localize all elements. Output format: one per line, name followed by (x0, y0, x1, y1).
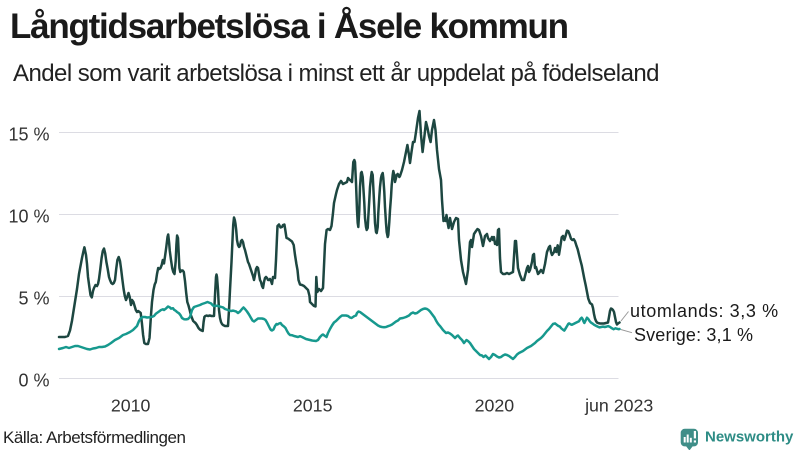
svg-text:Andel som varit arbetslösa i m: Andel som varit arbetslösa i minst ett å… (13, 60, 659, 87)
svg-text:2020: 2020 (475, 396, 515, 416)
svg-text:0 %: 0 % (18, 371, 49, 391)
svg-text:utomlands: 3,3 %: utomlands: 3,3 % (630, 301, 779, 321)
svg-text:Källa: Arbetsförmedlingen: Källa: Arbetsförmedlingen (3, 428, 185, 447)
svg-text:2015: 2015 (293, 396, 333, 416)
svg-text:Långtidsarbetslösa i Åsele kom: Långtidsarbetslösa i Åsele kommun (10, 6, 568, 46)
svg-text:10 %: 10 % (8, 207, 49, 227)
svg-text:jun 2023: jun 2023 (584, 396, 653, 416)
svg-text:2010: 2010 (111, 396, 151, 416)
svg-text:15 %: 15 % (8, 125, 49, 145)
svg-text:Newsworthy: Newsworthy (705, 429, 794, 446)
svg-text:5 %: 5 % (18, 289, 49, 309)
svg-text:Sverige: 3,1 %: Sverige: 3,1 % (634, 325, 753, 345)
